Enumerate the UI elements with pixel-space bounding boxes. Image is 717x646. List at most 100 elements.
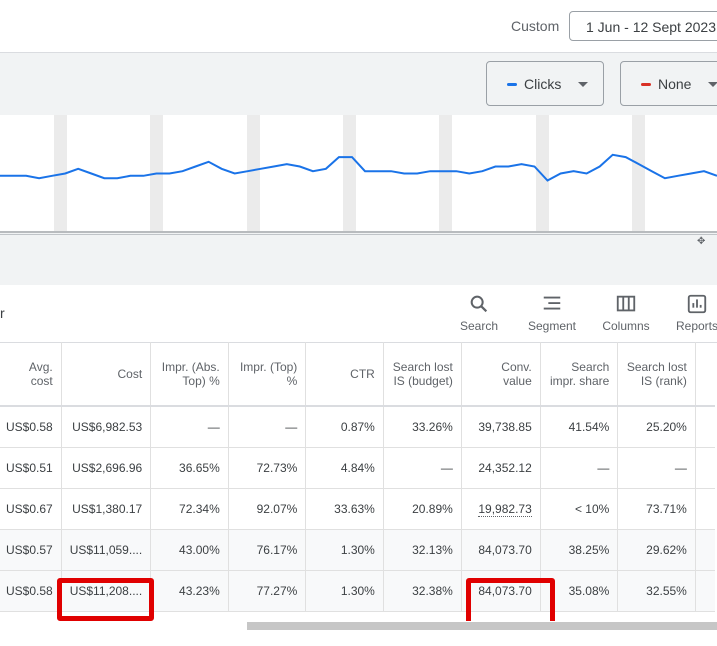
cell-cost: US$11,208.... [61, 570, 152, 612]
highlight-box-cost [57, 578, 154, 621]
highlight-box-conv-value [466, 578, 555, 627]
cell-conv-value: 84,073.70 [461, 529, 541, 571]
col-header-lost-budget[interactable]: Search lost IS (budget) [383, 342, 462, 407]
cell-impr-top: 72.73% [228, 447, 307, 489]
conv-value-link[interactable]: 19,982.73 [478, 501, 532, 517]
cell-lost-budget: 32.38% [383, 570, 462, 612]
reports-tool-label: Reports [675, 319, 717, 333]
table-total-row: US$0.57 US$11,059.... 43.00% 76.17% 1.30… [0, 529, 715, 571]
cell-impr-top: — [228, 406, 307, 448]
table-row: US$0.67 US$1,380.17 72.34% 92.07% 33.63%… [0, 488, 715, 530]
cell-conv-value: 24,352.12 [461, 447, 541, 489]
cell-avg-cost: US$0.67 [0, 488, 62, 530]
cell-avg-cost: US$0.57 [0, 529, 62, 571]
cell-impr-top: 77.27% [228, 570, 307, 612]
cell-lost-budget: 20.89% [383, 488, 462, 530]
cell-next [695, 570, 715, 612]
clicks-series-line [0, 153, 717, 182]
search-tool[interactable]: Search [456, 293, 502, 333]
weekend-band [632, 115, 645, 232]
col-header-next [695, 342, 715, 407]
cell-avg-cost: US$0.51 [0, 447, 62, 489]
segment-tool-label: Segment [527, 319, 577, 333]
search-tool-label: Search [459, 319, 499, 333]
cell-impr-top: 92.07% [228, 488, 307, 530]
metric1-label: Clicks [524, 76, 562, 92]
col-header-impr-share[interactable]: Search impr. share [540, 342, 619, 407]
metric2-label: None [658, 76, 692, 92]
cell-ctr: 1.30% [305, 570, 384, 612]
cell-lost-budget: 32.13% [383, 529, 462, 571]
cell-ctr: 0.87% [305, 406, 384, 448]
col-header-cost[interactable]: Cost [61, 342, 152, 407]
col-header-ctr[interactable]: CTR [305, 342, 384, 407]
cell-cost: US$11,059.... [61, 529, 152, 571]
table-total-row: US$0.58 US$11,208.... 43.23% 77.27% 1.30… [0, 570, 715, 612]
table-row: US$0.58 US$6,982.53 — — 0.87% 33.26% 39,… [0, 406, 715, 448]
chart-footer [0, 234, 717, 285]
cell-conv-value: 84,073.70 [461, 570, 541, 612]
campaign-table: Avg. cost Cost Impr. (Abs. Top) % Impr. … [0, 342, 715, 612]
cell-impr-share: < 10% [540, 488, 619, 530]
chevron-down-icon [708, 82, 717, 87]
columns-tool-label: Columns [602, 319, 650, 333]
segment-icon [543, 296, 561, 310]
metric2-color-swatch [641, 83, 651, 86]
weekend-band [343, 115, 356, 232]
col-header-avg-cost[interactable]: Avg. cost [0, 342, 62, 407]
horizontal-scrollbar[interactable] [247, 622, 717, 630]
metric-selector-1[interactable]: Clicks [486, 61, 604, 106]
cell-cost: US$1,380.17 [61, 488, 152, 530]
cell-cost: US$6,982.53 [61, 406, 152, 448]
metric-selector-2[interactable]: None [620, 61, 717, 106]
columns-icon [616, 295, 636, 312]
date-range-picker[interactable]: 1 Jun - 12 Sept 2023 [569, 11, 717, 41]
cell-conv-value[interactable]: 19,982.73 [461, 488, 541, 530]
cell-ctr: 4.84% [305, 447, 384, 489]
cell-impr-abs-top: 72.34% [150, 488, 229, 530]
cell-impr-share: — [540, 447, 619, 489]
chevron-down-icon [578, 82, 588, 87]
top-bar [0, 0, 717, 53]
cell-impr-abs-top: — [150, 406, 229, 448]
weekend-band [439, 115, 452, 232]
weekend-band [536, 115, 549, 232]
cell-next [695, 488, 715, 530]
cell-cost: US$2,696.96 [61, 447, 152, 489]
reports-icon [687, 294, 707, 314]
custom-label: Custom [511, 18, 560, 34]
cell-ctr: 1.30% [305, 529, 384, 571]
clicks-line-chart [0, 153, 717, 182]
cell-ctr: 33.63% [305, 488, 384, 530]
cell-lost-budget: — [383, 447, 462, 489]
cell-avg-cost: US$0.58 [0, 406, 62, 448]
col-header-impr-abs-top[interactable]: Impr. (Abs. Top) % [150, 342, 229, 407]
cell-lost-rank: — [617, 447, 696, 489]
segment-tool[interactable]: Segment [524, 293, 580, 333]
cell-lost-budget: 33.26% [383, 406, 462, 448]
search-icon [470, 295, 488, 313]
filter-label[interactable]: r [0, 305, 5, 321]
cell-impr-top: 76.17% [228, 529, 307, 571]
cell-conv-value: 39,738.85 [461, 406, 541, 448]
table-header-row: Avg. cost Cost Impr. (Abs. Top) % Impr. … [0, 342, 715, 407]
col-header-impr-top[interactable]: Impr. (Top) % [228, 342, 307, 407]
columns-tool[interactable]: Columns [598, 293, 654, 333]
cell-next [695, 529, 715, 571]
cell-lost-rank: 25.20% [617, 406, 696, 448]
cell-next [695, 447, 715, 489]
table-row: US$0.51 US$2,696.96 36.65% 72.73% 4.84% … [0, 447, 715, 489]
cell-impr-abs-top: 36.65% [150, 447, 229, 489]
col-header-lost-rank[interactable]: Search lost IS (rank) [617, 342, 696, 407]
metric1-color-swatch [507, 83, 517, 86]
performance-chart [0, 115, 717, 232]
reports-tool[interactable]: Reports [672, 293, 717, 333]
cell-impr-abs-top: 43.00% [150, 529, 229, 571]
resize-handle-icon[interactable]: ✥ [697, 236, 706, 247]
cell-next [695, 406, 715, 448]
cell-impr-share: 41.54% [540, 406, 619, 448]
weekend-band [247, 115, 260, 232]
cell-lost-rank: 73.71% [617, 488, 696, 530]
col-header-conv-value[interactable]: Conv. value [461, 342, 541, 407]
cell-impr-abs-top: 43.23% [150, 570, 229, 612]
